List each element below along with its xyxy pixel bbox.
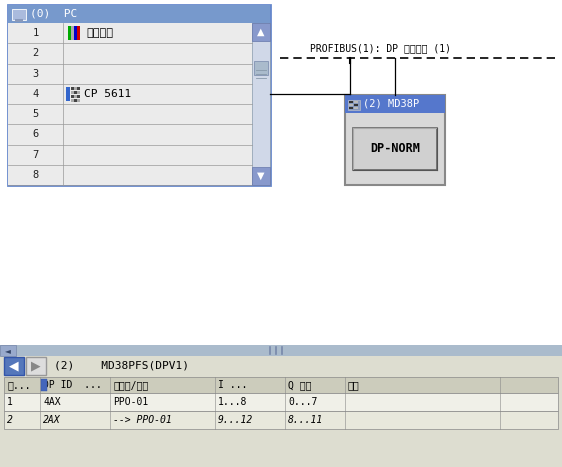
Bar <box>68 26 71 40</box>
Text: PROFIBUS(1): DP 主站系统 (1): PROFIBUS(1): DP 主站系统 (1) <box>310 43 451 53</box>
Bar <box>0 345 562 356</box>
Bar <box>71 87 74 90</box>
Bar <box>349 107 353 109</box>
Text: 5: 5 <box>33 109 39 119</box>
Bar <box>348 100 360 110</box>
Bar <box>4 377 558 393</box>
Bar <box>77 26 80 40</box>
Bar <box>12 9 26 20</box>
Bar <box>77 95 80 98</box>
Bar <box>8 104 252 124</box>
Bar <box>71 91 74 94</box>
Text: 2AX: 2AX <box>43 415 61 425</box>
Bar <box>345 95 445 113</box>
Bar <box>8 124 252 144</box>
Bar <box>4 411 558 429</box>
Bar <box>41 379 47 391</box>
Text: 8...11: 8...11 <box>288 415 323 425</box>
Text: ▼: ▼ <box>257 171 265 181</box>
Bar <box>354 101 358 103</box>
Text: Q 地址: Q 地址 <box>288 380 311 390</box>
Bar <box>74 87 77 90</box>
Text: 2: 2 <box>7 415 13 425</box>
Bar <box>8 165 252 185</box>
Text: 应用程序: 应用程序 <box>86 28 113 38</box>
Text: 注释: 注释 <box>348 380 360 390</box>
Bar <box>354 104 358 106</box>
Bar <box>8 64 252 84</box>
Text: CP 5611: CP 5611 <box>84 89 132 99</box>
Bar <box>345 95 445 185</box>
Text: (2) MD38P: (2) MD38P <box>363 99 419 109</box>
Bar <box>8 84 252 104</box>
Bar <box>8 5 270 23</box>
Bar <box>74 91 77 94</box>
Bar <box>74 99 77 102</box>
Text: 2: 2 <box>33 49 39 58</box>
Bar <box>353 128 437 170</box>
Bar <box>71 95 74 98</box>
Bar <box>252 167 270 185</box>
Text: ◀: ◀ <box>9 360 19 373</box>
Text: 7: 7 <box>33 149 39 160</box>
Bar <box>71 99 74 102</box>
Bar <box>8 23 252 43</box>
Bar <box>8 5 270 185</box>
Text: --> PPO-01: --> PPO-01 <box>113 415 172 425</box>
Text: 0...7: 0...7 <box>288 397 318 407</box>
Bar <box>354 107 358 109</box>
Bar <box>0 356 562 467</box>
Bar <box>66 87 70 101</box>
Bar <box>15 19 23 22</box>
Bar <box>0 345 16 356</box>
Bar <box>77 87 80 90</box>
Text: DP ID  ...: DP ID ... <box>43 380 102 390</box>
Bar <box>4 393 558 411</box>
Bar <box>74 95 77 98</box>
Text: 9...12: 9...12 <box>218 415 253 425</box>
Text: 订货号/标识: 订货号/标识 <box>113 380 148 390</box>
Text: 1...8: 1...8 <box>218 397 247 407</box>
Text: DP-NORM: DP-NORM <box>370 142 420 156</box>
Text: (0)  PC: (0) PC <box>30 9 77 19</box>
Bar <box>252 23 270 41</box>
Bar <box>77 99 80 102</box>
Text: PPO-01: PPO-01 <box>113 397 148 407</box>
Bar <box>254 61 268 75</box>
Text: 6: 6 <box>33 129 39 139</box>
Bar <box>349 101 353 103</box>
Text: ▶: ▶ <box>31 360 41 373</box>
Text: 插...: 插... <box>7 380 30 390</box>
Bar <box>8 144 252 165</box>
Text: 1: 1 <box>7 397 13 407</box>
Text: 1: 1 <box>33 28 39 38</box>
Text: 4: 4 <box>33 89 39 99</box>
Bar <box>26 357 46 375</box>
Text: I ...: I ... <box>218 380 247 390</box>
Bar <box>71 26 74 40</box>
Bar <box>252 23 270 185</box>
Bar <box>4 357 24 375</box>
Bar <box>0 0 562 345</box>
Bar <box>77 91 80 94</box>
Text: ◄: ◄ <box>5 346 11 355</box>
Bar <box>8 43 252 64</box>
Text: (2)    MD38PFS(DPV1): (2) MD38PFS(DPV1) <box>54 361 189 371</box>
Bar <box>349 104 353 106</box>
Bar <box>74 26 77 40</box>
Text: ▲: ▲ <box>257 27 265 37</box>
Text: 8: 8 <box>33 170 39 180</box>
Text: 4AX: 4AX <box>43 397 61 407</box>
Text: 3: 3 <box>33 69 39 78</box>
